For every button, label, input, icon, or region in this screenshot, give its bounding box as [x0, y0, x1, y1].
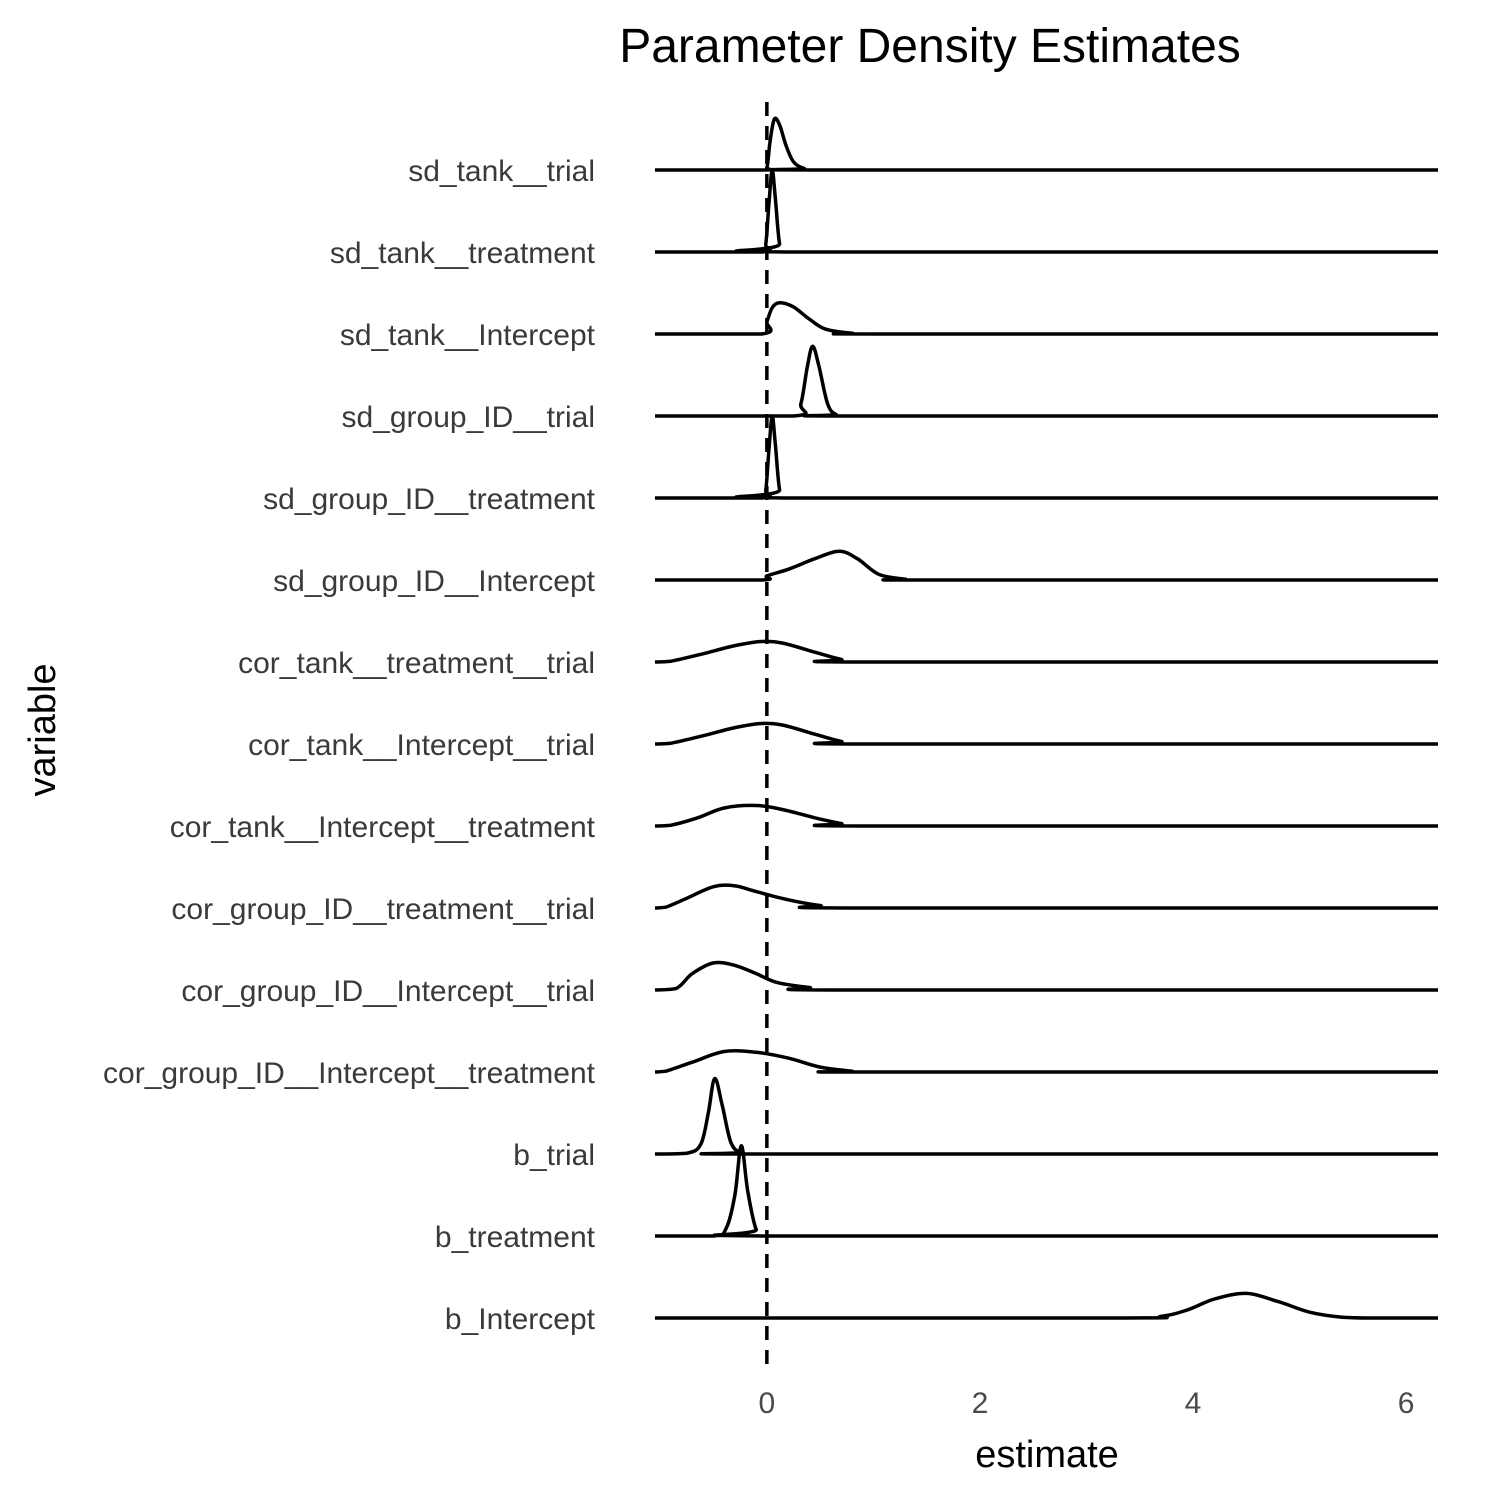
density-ridge-sd-tank-treatment: [655, 168, 1438, 254]
density-ridge-cor-tank-intercept-treatment: [654, 803, 1438, 828]
x-tick-label-6: 6: [1398, 1387, 1415, 1420]
y-tick-label-cor-group-id-treatment-trial: cor_group_ID__treatment__trial: [171, 893, 595, 926]
density-ridge-b-treatment: [655, 1144, 1438, 1238]
density-ridge-sd-tank-intercept: [655, 301, 1438, 336]
density-ridge-cor-group-id-treatment-trial: [654, 883, 1438, 910]
y-tick-label-sd-group-id-trial: sd_group_ID__trial: [342, 401, 596, 434]
y-tick-label-b-trial: b_trial: [513, 1139, 595, 1172]
density-ridge-b-trial: [654, 1076, 1438, 1156]
y-axis-tick-labels: sd_tank__trial sd_tank__treatment sd_tank_…: [103, 155, 596, 1336]
x-tick-label-2: 2: [972, 1387, 989, 1420]
density-ridges: [654, 116, 1438, 1320]
density-ridge-sd-group-id-trial: [654, 344, 1438, 418]
y-tick-label-sd-tank-intercept: sd_tank__Intercept: [340, 319, 596, 352]
density-ridge-cor-tank-treatment-trial: [654, 639, 1438, 664]
y-tick-label-cor-tank-treatment-trial: cor_tank__treatment__trial: [238, 647, 595, 680]
y-tick-label-sd-tank-treatment: sd_tank__treatment: [330, 237, 596, 270]
y-tick-label-sd-group-id-intercept: sd_group_ID__Intercept: [273, 565, 596, 598]
x-axis-tick-labels: 0 2 4 6: [759, 1387, 1415, 1420]
y-tick-label-b-intercept: b_Intercept: [445, 1303, 596, 1336]
y-tick-label-sd-group-id-treatment: sd_group_ID__treatment: [263, 483, 596, 516]
y-tick-label-sd-tank-trial: sd_tank__trial: [408, 155, 595, 188]
density-ridge-cor-group-id-intercept-trial: [654, 960, 1438, 992]
y-tick-label-b-treatment: b_treatment: [435, 1221, 596, 1254]
density-ridge-cor-tank-intercept-trial: [654, 721, 1438, 746]
y-tick-label-cor-tank-intercept-treatment: cor_tank__Intercept__treatment: [170, 811, 596, 844]
x-tick-label-0: 0: [759, 1387, 776, 1420]
density-ridge-sd-tank-trial: [655, 116, 1438, 172]
density-ridge-cor-group-id-intercept-treatment: [654, 1049, 1438, 1074]
y-tick-label-cor-group-id-intercept-trial: cor_group_ID__Intercept__trial: [181, 975, 595, 1008]
x-axis-title: estimate: [975, 1434, 1119, 1476]
y-axis-title: variable: [22, 663, 64, 796]
density-ridge-b-intercept: [654, 1291, 1438, 1320]
density-ridge-sd-group-id-treatment: [655, 414, 1438, 500]
x-tick-label-4: 4: [1185, 1387, 1202, 1420]
density-ridge-sd-group-id-intercept: [655, 549, 1438, 582]
chart-title: Parameter Density Estimates: [619, 20, 1241, 73]
y-tick-label-cor-tank-intercept-trial: cor_tank__Intercept__trial: [248, 729, 595, 762]
y-tick-label-cor-group-id-intercept-treatment: cor_group_ID__Intercept__treatment: [103, 1057, 596, 1090]
